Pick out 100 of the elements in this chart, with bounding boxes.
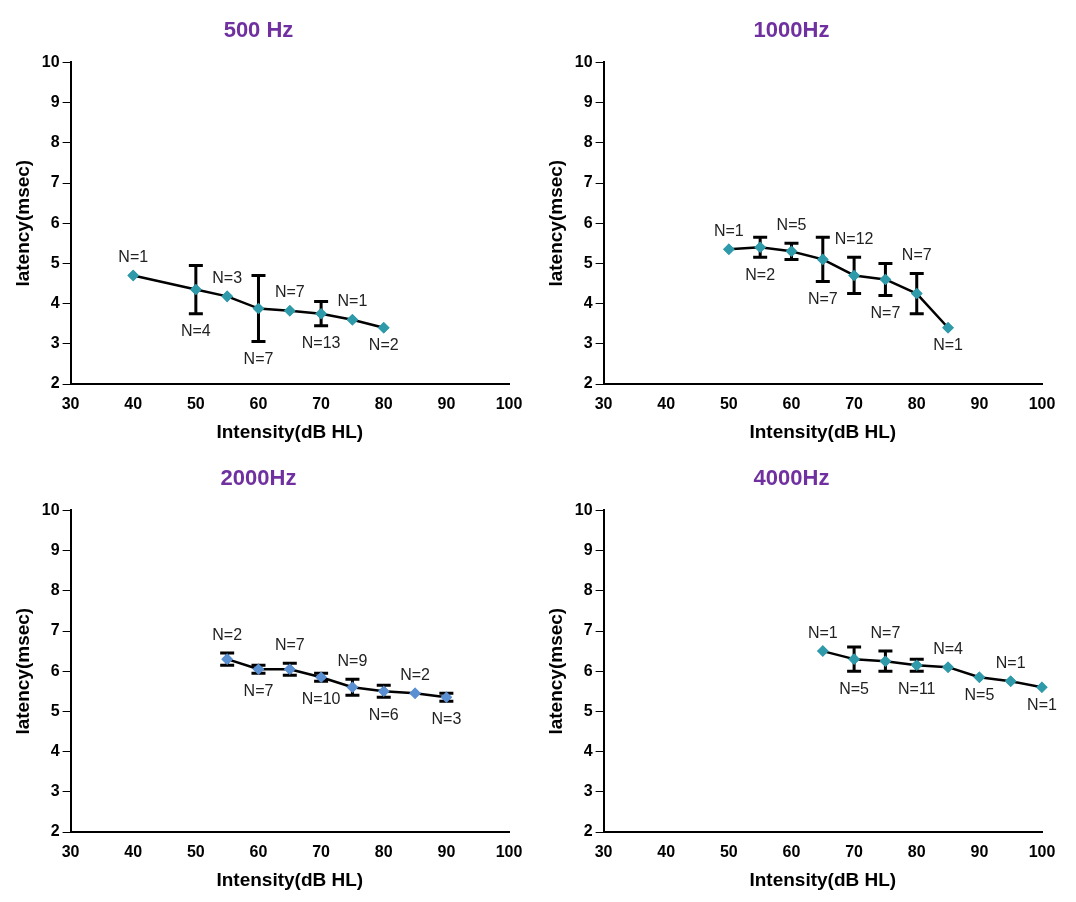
annotation: N=1	[995, 653, 1026, 671]
point	[127, 270, 139, 281]
annotation: N=1	[118, 247, 149, 265]
point	[284, 305, 296, 317]
x-tick-label: 70	[845, 395, 864, 413]
x-tick-label: 100	[1028, 843, 1056, 861]
y-tick-label: 8	[583, 581, 593, 599]
x-tick-label: 60	[249, 843, 268, 861]
point	[817, 254, 829, 265]
y-tick-label: 4	[50, 742, 60, 760]
annotation: N=7	[807, 289, 838, 307]
x-tick-label: 80	[374, 395, 393, 413]
x-tick-label: 80	[907, 395, 926, 413]
y-tick-label: 10	[574, 52, 593, 70]
y-tick-label: 3	[50, 334, 60, 352]
y-tick-label: 8	[583, 133, 593, 151]
x-tick-label: 100	[1028, 395, 1056, 413]
annotation: N=1	[337, 292, 368, 310]
y-tick-label: 9	[583, 93, 593, 111]
annotation: N=5	[839, 679, 870, 697]
y-axis-title: latency(msec)	[544, 607, 566, 735]
x-tick-label: 80	[374, 843, 393, 861]
x-tick-label: 60	[782, 395, 801, 413]
x-tick-label: 70	[845, 843, 864, 861]
chart-title: 1000Hz	[753, 17, 830, 43]
chart-title: 4000Hz	[753, 465, 830, 491]
y-tick-label: 2	[583, 822, 593, 840]
point	[848, 653, 860, 665]
x-tick-label: 70	[312, 395, 331, 413]
point	[848, 270, 860, 281]
point	[911, 288, 922, 299]
point	[253, 303, 264, 314]
x-tick-label: 60	[782, 843, 801, 861]
annotation: N=1	[807, 623, 838, 641]
y-tick-label: 6	[50, 661, 60, 679]
x-axis-title: Intensity(dB HL)	[216, 868, 364, 890]
y-tick-label: 8	[50, 581, 60, 599]
y-tick-label: 5	[50, 253, 60, 271]
y-tick-label: 2	[50, 374, 60, 392]
annotation: N=10	[301, 689, 341, 707]
y-tick-label: 2	[583, 374, 593, 392]
annotation: N=5	[964, 685, 995, 703]
y-tick-label: 5	[50, 701, 60, 719]
point	[221, 291, 233, 302]
x-tick-label: 40	[657, 395, 676, 413]
annotation: N=1	[713, 221, 744, 239]
x-tick-label: 50	[186, 843, 205, 861]
x-tick-label: 90	[437, 843, 456, 861]
x-tick-label: 30	[61, 395, 80, 413]
chart-title: 500 Hz	[223, 17, 294, 43]
x-tick-label: 90	[970, 843, 989, 861]
annotation: N=3	[431, 709, 462, 727]
annotation: N=13	[301, 334, 341, 352]
annotation: N=7	[274, 635, 305, 653]
point	[817, 645, 829, 657]
annotation: N=9	[337, 651, 368, 669]
point	[1036, 682, 1048, 693]
annotation: N=7	[274, 283, 305, 301]
point	[942, 322, 954, 333]
x-tick-label: 70	[312, 843, 331, 861]
point	[974, 671, 985, 683]
y-tick-label: 4	[583, 742, 593, 760]
annotation: N=12	[834, 229, 874, 247]
y-tick-label: 9	[50, 541, 60, 559]
annotation: N=5	[776, 215, 807, 233]
y-tick-label: 4	[50, 294, 60, 312]
annotation: N=6	[368, 705, 399, 723]
point	[315, 308, 327, 319]
point	[378, 322, 389, 333]
y-tick-label: 7	[50, 173, 60, 191]
y-tick-label: 6	[50, 213, 60, 231]
point	[942, 661, 954, 673]
y-tick-label: 2	[50, 822, 60, 840]
y-tick-label: 3	[583, 782, 593, 800]
annotation: N=1	[1027, 695, 1057, 713]
x-tick-label: 100	[495, 843, 523, 861]
y-tick-label: 10	[574, 500, 593, 518]
y-axis-title: latency(msec)	[11, 159, 33, 287]
y-tick-label: 4	[583, 294, 593, 312]
y-tick-label: 5	[583, 253, 593, 271]
y-tick-label: 6	[583, 213, 593, 231]
annotation: N=7	[870, 623, 901, 641]
y-tick-label: 7	[583, 173, 593, 191]
point	[1005, 676, 1016, 687]
annotation: N=4	[180, 322, 211, 340]
annotation: N=2	[745, 265, 776, 283]
point	[347, 314, 358, 325]
y-tick-label: 9	[50, 93, 60, 111]
y-tick-label: 3	[50, 782, 60, 800]
y-tick-label: 3	[583, 334, 593, 352]
point	[754, 242, 766, 253]
y-tick-label: 7	[583, 621, 593, 639]
point	[880, 655, 891, 667]
y-tick-label: 5	[583, 701, 593, 719]
annotation: N=7	[901, 245, 932, 263]
y-tick-label: 7	[50, 621, 60, 639]
y-axis-title: latency(msec)	[11, 607, 33, 735]
x-axis-title: Intensity(dB HL)	[749, 868, 897, 890]
x-tick-label: 50	[719, 395, 738, 413]
x-axis-title: Intensity(dB HL)	[749, 420, 897, 442]
